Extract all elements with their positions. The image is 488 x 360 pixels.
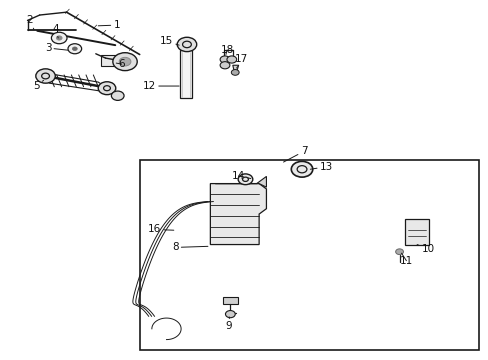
Text: 7: 7 — [283, 146, 306, 162]
Circle shape — [98, 82, 116, 95]
Bar — [222, 297, 238, 304]
Text: 15: 15 — [160, 36, 179, 46]
Text: 6: 6 — [116, 59, 124, 69]
Text: 13: 13 — [310, 162, 332, 172]
Text: 17: 17 — [234, 54, 248, 68]
Circle shape — [238, 174, 252, 185]
Circle shape — [36, 69, 55, 83]
Text: 10: 10 — [416, 244, 434, 254]
Circle shape — [177, 37, 196, 51]
Circle shape — [72, 47, 77, 50]
Polygon shape — [215, 176, 266, 187]
Circle shape — [291, 161, 312, 177]
Text: 12: 12 — [142, 81, 179, 91]
Text: 8: 8 — [172, 242, 207, 252]
Bar — [101, 55, 121, 66]
Circle shape — [51, 32, 67, 44]
Circle shape — [225, 311, 235, 318]
Text: 18: 18 — [220, 45, 233, 55]
Polygon shape — [210, 184, 266, 244]
Text: 9: 9 — [225, 317, 232, 331]
Circle shape — [56, 36, 62, 40]
Circle shape — [226, 56, 236, 63]
Circle shape — [231, 69, 239, 75]
Text: 14: 14 — [231, 171, 250, 181]
Bar — [180, 50, 192, 98]
Text: 5: 5 — [33, 80, 43, 91]
Circle shape — [119, 57, 131, 66]
Text: 4: 4 — [52, 24, 59, 38]
Polygon shape — [232, 65, 238, 72]
Bar — [405, 220, 428, 244]
Bar — [140, 160, 478, 350]
Circle shape — [220, 62, 229, 69]
Circle shape — [395, 249, 403, 255]
Circle shape — [68, 44, 81, 54]
Circle shape — [113, 53, 137, 71]
Circle shape — [111, 91, 124, 100]
Text: 16: 16 — [148, 225, 173, 234]
Text: 1: 1 — [98, 20, 120, 30]
Circle shape — [220, 56, 229, 63]
Text: 11: 11 — [399, 253, 412, 266]
Text: 3: 3 — [44, 43, 68, 53]
Text: 2: 2 — [26, 15, 34, 30]
